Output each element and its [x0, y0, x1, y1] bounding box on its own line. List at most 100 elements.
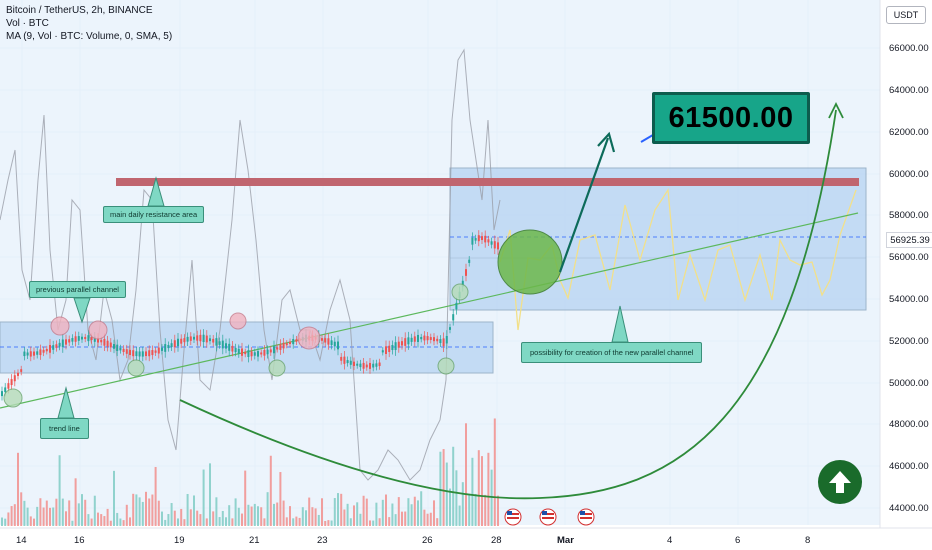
y-tick: 64000.00 — [889, 85, 929, 96]
candle-body — [116, 344, 119, 351]
chart-legend[interactable]: Bitcoin / TetherUS, 2h, BINANCE Vol · BT… — [6, 4, 172, 43]
volume-bar — [458, 505, 461, 526]
trend-line[interactable] — [0, 212, 859, 409]
price-axis[interactable] — [880, 0, 932, 550]
candle-body — [266, 349, 269, 355]
volume-bar — [343, 509, 346, 526]
flag-icon[interactable] — [539, 508, 557, 526]
volume-bar — [29, 516, 32, 526]
volume-bar — [116, 512, 119, 526]
candle-body — [58, 342, 61, 347]
volume-bar — [337, 493, 339, 526]
volume-bar — [97, 512, 99, 526]
candle-body — [29, 351, 32, 357]
volume-bar — [218, 517, 221, 526]
candle-body — [365, 364, 368, 368]
arrow-up-icon[interactable] — [818, 460, 862, 504]
volume-bar — [45, 500, 48, 526]
volume-bar — [221, 510, 224, 526]
candle-body — [45, 348, 48, 352]
volume-bar — [413, 496, 416, 526]
volume-bar — [423, 509, 426, 526]
volume-bar — [461, 482, 464, 526]
ma-indicator-label[interactable]: MA (9, Vol · BTC: Volume, 0, SMA, 5) — [6, 31, 173, 42]
previous-channel[interactable] — [0, 321, 494, 374]
y-tick: 60000.00 — [889, 169, 929, 180]
candle-body — [295, 339, 298, 342]
time-axis[interactable] — [0, 528, 932, 550]
volume-bar — [295, 516, 298, 526]
resistance-touch-circle — [50, 316, 70, 336]
volume-bar — [266, 492, 269, 526]
touch-circles — [3, 229, 563, 408]
candle-body — [109, 342, 112, 348]
candle-body — [157, 347, 160, 354]
volume-bar — [55, 498, 58, 526]
candle-body — [33, 351, 35, 356]
volume-bar — [311, 507, 314, 526]
y-tick: 48000.00 — [889, 419, 929, 430]
recovery-curve[interactable] — [179, 109, 837, 500]
x-tick: 8 — [805, 535, 810, 546]
flag-icon[interactable] — [577, 508, 595, 526]
callout-pointer — [73, 297, 91, 324]
volume-bar — [346, 503, 349, 526]
volume-bar — [404, 511, 407, 526]
new-channel-callout[interactable]: possibility for creation of the new para… — [521, 342, 703, 363]
candle-body — [340, 356, 343, 361]
volume-bar — [26, 507, 29, 526]
volume-bar — [68, 500, 71, 526]
candle-body — [231, 345, 234, 352]
volume-bar — [439, 451, 442, 526]
candle-body — [93, 336, 96, 342]
volume-ma-line — [0, 48, 501, 481]
candle-body — [135, 351, 138, 357]
y-tick: 44000.00 — [889, 503, 929, 514]
currency-button[interactable]: USDT — [886, 6, 926, 24]
previous-channel-callout[interactable]: previous parallel channel — [29, 281, 126, 298]
candle-body — [471, 237, 474, 245]
candle-body — [119, 347, 122, 351]
volume-bar — [410, 504, 413, 526]
candle-body — [39, 349, 42, 356]
candle-body — [420, 336, 423, 340]
volume-bar — [10, 506, 13, 526]
candle-body — [381, 350, 384, 353]
volume-bar — [305, 510, 307, 526]
volume-bar — [39, 498, 42, 526]
volume-bar — [420, 491, 423, 526]
support-touch-circle — [451, 283, 469, 301]
volume-bar — [145, 491, 147, 526]
price-axis-labels: 66000.00 64000.00 62000.00 60000.00 5800… — [889, 43, 929, 514]
flag-icon[interactable] — [504, 508, 522, 526]
target-arrow[interactable] — [558, 137, 610, 273]
resistance-callout[interactable]: main daily resistance area — [103, 206, 205, 223]
symbol-title[interactable]: Bitcoin / TetherUS, 2h, BINANCE — [6, 5, 153, 16]
volume-indicator-label[interactable]: Vol · BTC — [6, 18, 49, 29]
candle-body — [269, 349, 272, 353]
volume-bar — [65, 511, 67, 526]
resistance-zone[interactable] — [116, 178, 859, 186]
volume-bar — [340, 493, 343, 526]
candle-body — [490, 241, 493, 245]
volume-bar — [186, 493, 189, 526]
volume-bar — [90, 518, 93, 526]
volume-bar — [276, 502, 279, 526]
volume-bar — [292, 518, 295, 526]
candle-body — [330, 340, 333, 346]
volume-bar — [84, 499, 87, 526]
trend-line-callout[interactable]: trend line — [40, 418, 89, 439]
volume-bar — [17, 452, 19, 526]
target-price-label[interactable]: 61500.00 — [652, 92, 810, 144]
candle-body — [401, 341, 403, 346]
volume-bar — [349, 518, 352, 526]
x-tick: 6 — [735, 535, 740, 546]
candle-body — [263, 349, 266, 356]
volume-bar — [289, 506, 291, 526]
volume-bar — [285, 517, 288, 526]
x-tick: 23 — [317, 535, 328, 546]
candle-body — [84, 336, 87, 340]
candle-body — [196, 335, 199, 341]
candle-body — [327, 338, 330, 345]
